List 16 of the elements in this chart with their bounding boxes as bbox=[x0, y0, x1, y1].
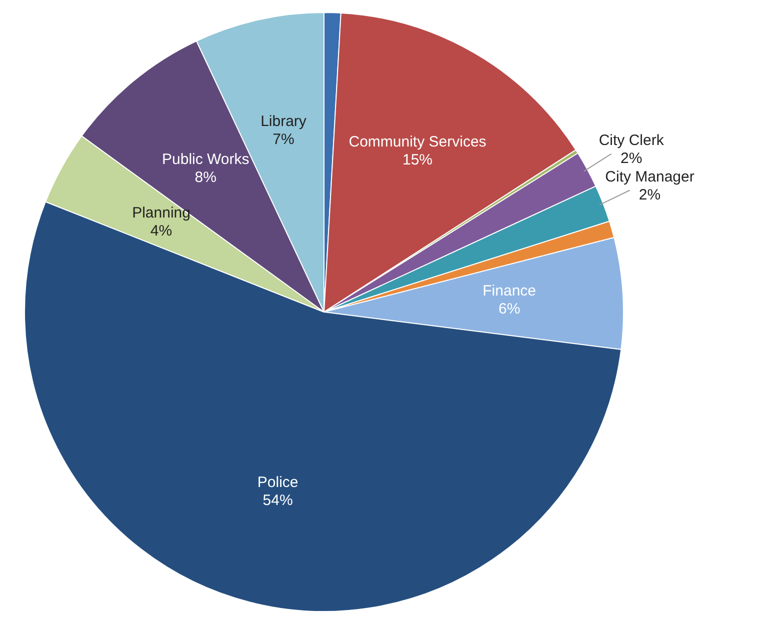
slice-label: Finance bbox=[482, 282, 536, 300]
slice-label: City Clerk bbox=[598, 132, 664, 149]
data-label: 15% bbox=[402, 152, 433, 169]
data-label: 54% bbox=[262, 492, 293, 509]
data-label: 7% bbox=[272, 130, 294, 148]
slice-label: Public Works bbox=[162, 151, 250, 168]
data-label: 6% bbox=[498, 300, 520, 318]
data-label: 4% bbox=[150, 222, 172, 240]
data-label: 8% bbox=[194, 169, 216, 186]
data-label: 2% bbox=[620, 150, 642, 167]
data-label: 2% bbox=[638, 186, 661, 204]
slice-label: Library bbox=[260, 112, 307, 130]
slice-label: Police bbox=[257, 474, 298, 491]
slice-label: Community Services bbox=[348, 134, 486, 151]
slice-label: Planning bbox=[132, 204, 190, 222]
slice-label: City Manager bbox=[605, 168, 694, 186]
